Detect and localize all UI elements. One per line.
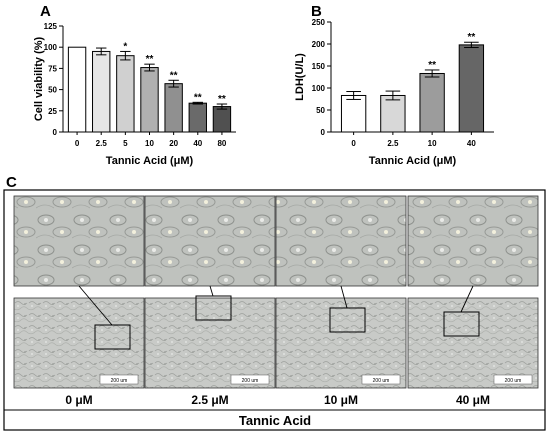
scale-bar-box	[99, 374, 139, 385]
zoom-connector	[460, 285, 474, 313]
zoom-connector	[209, 285, 214, 297]
chart-b-bar	[340, 94, 367, 133]
chart-a-xtick-label: 40	[193, 139, 202, 148]
chart-a-ytick-label: 75	[48, 64, 57, 73]
chart-b-significance: **	[467, 32, 475, 43]
chart-a-xlabel: Tannic Acid (μM)	[106, 155, 194, 167]
chart-a-significance: *	[123, 41, 127, 52]
micrograph-overview	[144, 297, 276, 389]
chart-a-xtick-label: 5	[123, 139, 128, 148]
chart-a-ytick-label: 25	[48, 107, 57, 116]
panel-label-a: A	[40, 3, 51, 20]
scale-bar-box	[361, 374, 401, 385]
chart-b-ytick-label: 150	[312, 62, 326, 71]
micrograph-overview	[275, 297, 407, 389]
chart-a-bar	[92, 50, 111, 133]
chart-b-xlabel: Tannic Acid (μM)	[369, 155, 457, 167]
chart-b-xtick-label: 10	[428, 139, 437, 148]
chart-b-xtick-label: 0	[351, 139, 356, 148]
chart-a-xtick-label: 20	[169, 139, 178, 148]
chart-b-xtick-label: 40	[467, 139, 476, 148]
micrograph-zoom	[407, 195, 539, 287]
dose-label: 40 μM	[456, 393, 490, 407]
scale-bar-label: 200 um	[373, 378, 390, 384]
scale-bar-box	[230, 374, 270, 385]
chart-b-bars: ** **	[340, 32, 485, 133]
chart-a-ylabel: Cell viability (%)	[33, 36, 45, 121]
chart-b-bar	[458, 44, 485, 133]
chart-a-ytick-label: 100	[44, 43, 58, 52]
scale-bar-label: 200 um	[242, 378, 259, 384]
dose-label: 2.5 μM	[191, 393, 228, 407]
micrograph-overview	[407, 297, 539, 389]
chart-a-significance: **	[218, 94, 226, 105]
scale-bar-label: 200 um	[111, 378, 128, 384]
micrograph-zoom	[144, 195, 276, 287]
chart-a-ytick-label: 125	[44, 22, 58, 31]
chart-b: 0 50 100 150 200 250 0 2.5 10 40 ** ** LDH(U/L) Ta…	[294, 18, 494, 167]
micrograph-grid: 200 um 0 μM 200 um 2.5 μM 200 um 10 μM 200 um 4…	[13, 195, 539, 407]
zoom-connector	[340, 285, 348, 309]
chart-a-bar	[212, 106, 232, 133]
chart-a-bar	[164, 83, 183, 133]
chart-a-ytick-label: 0	[53, 128, 58, 137]
chart-b-xtick-label: 2.5	[387, 139, 399, 148]
chart-a-bar	[67, 46, 87, 133]
chart-a-significance: **	[194, 92, 202, 103]
scale-bar-label: 200 um	[505, 378, 522, 384]
chart-b-bar	[419, 72, 445, 133]
chart-b-bar	[380, 94, 406, 133]
chart-a-bar	[140, 67, 159, 133]
chart-a-bar	[116, 55, 135, 133]
chart-a-xtick-label: 2.5	[96, 139, 108, 148]
chart-a-xtick-label: 0	[75, 139, 80, 148]
chart-b-ytick-label: 250	[312, 18, 326, 27]
chart-b-ticks: 0 50 100 150 200 250 0 2.5 10 40	[312, 18, 477, 148]
chart-a-xtick-label: 80	[217, 139, 226, 148]
chart-b-significance: **	[428, 60, 436, 71]
chart-b-ytick-label: 100	[312, 84, 326, 93]
micrograph-overview	[13, 297, 145, 389]
chart-a-bars: ******* **	[67, 41, 232, 133]
zoom-region-box	[443, 311, 480, 337]
zoom-region-box	[329, 307, 366, 333]
chart-a-significance: **	[170, 70, 178, 81]
scale-bar-box	[493, 374, 533, 385]
chart-b-ytick-label: 200	[312, 40, 326, 49]
chart-a-xtick-label: 10	[145, 139, 154, 148]
chart-b-ytick-label: 0	[321, 128, 326, 137]
panel-label-b: B	[311, 3, 322, 20]
panel-label-c: C	[6, 174, 17, 191]
chart-a-bar	[188, 102, 207, 133]
dose-label: 10 μM	[324, 393, 358, 407]
micrograph-zoom	[275, 195, 407, 287]
chart-a-significance: **	[146, 54, 154, 65]
zoom-connector	[78, 285, 113, 326]
chart-a-ytick-label: 50	[48, 86, 57, 95]
chart-a-ticks: 0 25 50 75 100 125 0 2.5 5 10 20 40 80	[44, 22, 227, 148]
zoom-region-box	[195, 295, 232, 321]
footer-label: Tannic Acid	[239, 413, 311, 428]
dose-label: 0 μM	[65, 393, 92, 407]
chart-b-ylabel: LDH(U/L)	[294, 53, 306, 101]
micrograph-zoom	[13, 195, 145, 287]
zoom-region-box	[94, 324, 131, 350]
chart-b-ytick-label: 50	[316, 106, 325, 115]
